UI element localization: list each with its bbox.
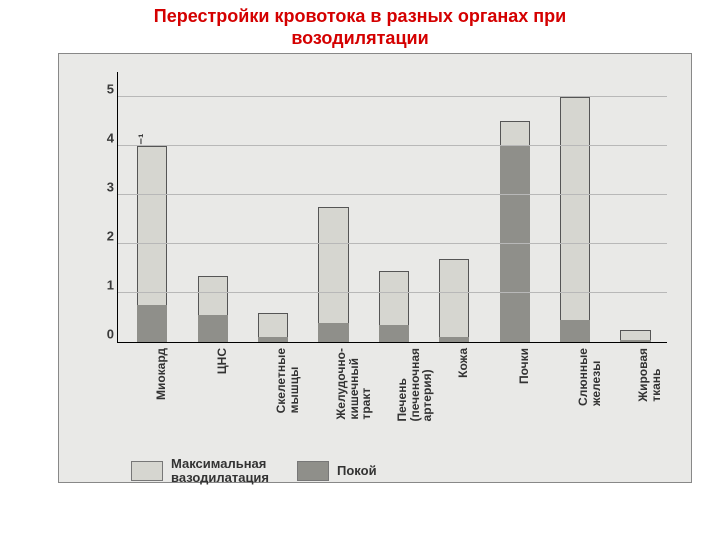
- legend-item-rest: Покой: [297, 461, 377, 481]
- ytick-label: 1: [96, 278, 114, 293]
- legend-swatch-rest: [297, 461, 329, 481]
- bar-max: [439, 259, 469, 342]
- bar-rest: [379, 325, 409, 342]
- category-label: Жироваяткань: [635, 348, 662, 402]
- bar-rest: [137, 305, 167, 342]
- bar-rest: [318, 323, 348, 343]
- bar-max: [560, 97, 590, 342]
- bar-rest: [560, 320, 590, 342]
- legend-label-max: Максимальнаявазодилатация: [171, 457, 269, 484]
- title-line1: Перестройки кровотока в разных органах п…: [154, 6, 566, 26]
- title-line2: возодилятации: [291, 28, 428, 48]
- category-label: Скелетныемышцы: [273, 348, 300, 413]
- bar-rest: [439, 337, 469, 342]
- legend-label-rest: Покой: [337, 464, 377, 478]
- bar-group: Миокард: [137, 72, 167, 342]
- ytick-label: 2: [96, 229, 114, 244]
- legend: Максимальнаявазодилатация Покой: [59, 451, 691, 498]
- bar-rest: [198, 315, 228, 342]
- gridline: [118, 292, 667, 293]
- bar-group: Почки: [500, 72, 530, 342]
- category-label: Печень(печеночнаяартерия): [394, 348, 434, 421]
- category-label: ЦНС: [213, 348, 229, 374]
- gridline: [118, 243, 667, 244]
- category-label: Кожа: [454, 348, 470, 378]
- bar-group: Желудочно-кишечныйтракт: [318, 72, 348, 342]
- bar-group: ЦНС: [198, 72, 228, 342]
- gridline: [118, 194, 667, 195]
- category-label: Почки: [515, 348, 531, 384]
- bar-group: Слюнныежелезы: [560, 72, 590, 342]
- chart-frame: Кровоток, мл·г⁻¹·мин⁻¹ МиокардЦНССкелетн…: [58, 53, 692, 483]
- bars-container: Миокард ЦНС Скелетныемышцы Желудочно-кишечн…: [118, 72, 667, 342]
- plot-area: Кровоток, мл·г⁻¹·мин⁻¹ МиокардЦНССкелетн…: [117, 72, 667, 343]
- legend-swatch-max: [131, 461, 163, 481]
- bar-group: Жироваяткань: [620, 72, 650, 342]
- ytick-label: 4: [96, 130, 114, 145]
- category-label: Слюнныежелезы: [575, 348, 602, 406]
- bar-group: Печень(печеночнаяартерия): [379, 72, 409, 342]
- chart-title: Перестройки кровотока в разных органах п…: [0, 0, 720, 49]
- bar-rest: [258, 337, 288, 342]
- bar-group: Кожа: [439, 72, 469, 342]
- ytick-label: 3: [96, 179, 114, 194]
- ytick-label: 0: [96, 327, 114, 342]
- legend-item-max: Максимальнаявазодилатация: [131, 457, 269, 484]
- bar-rest: [620, 340, 650, 342]
- gridline: [118, 145, 667, 146]
- gridline: [118, 96, 667, 97]
- bar-group: Скелетныемышцы: [258, 72, 288, 342]
- ytick-label: 5: [96, 81, 114, 96]
- category-label: Желудочно-кишечныйтракт: [333, 348, 373, 420]
- category-label: Миокард: [152, 348, 168, 400]
